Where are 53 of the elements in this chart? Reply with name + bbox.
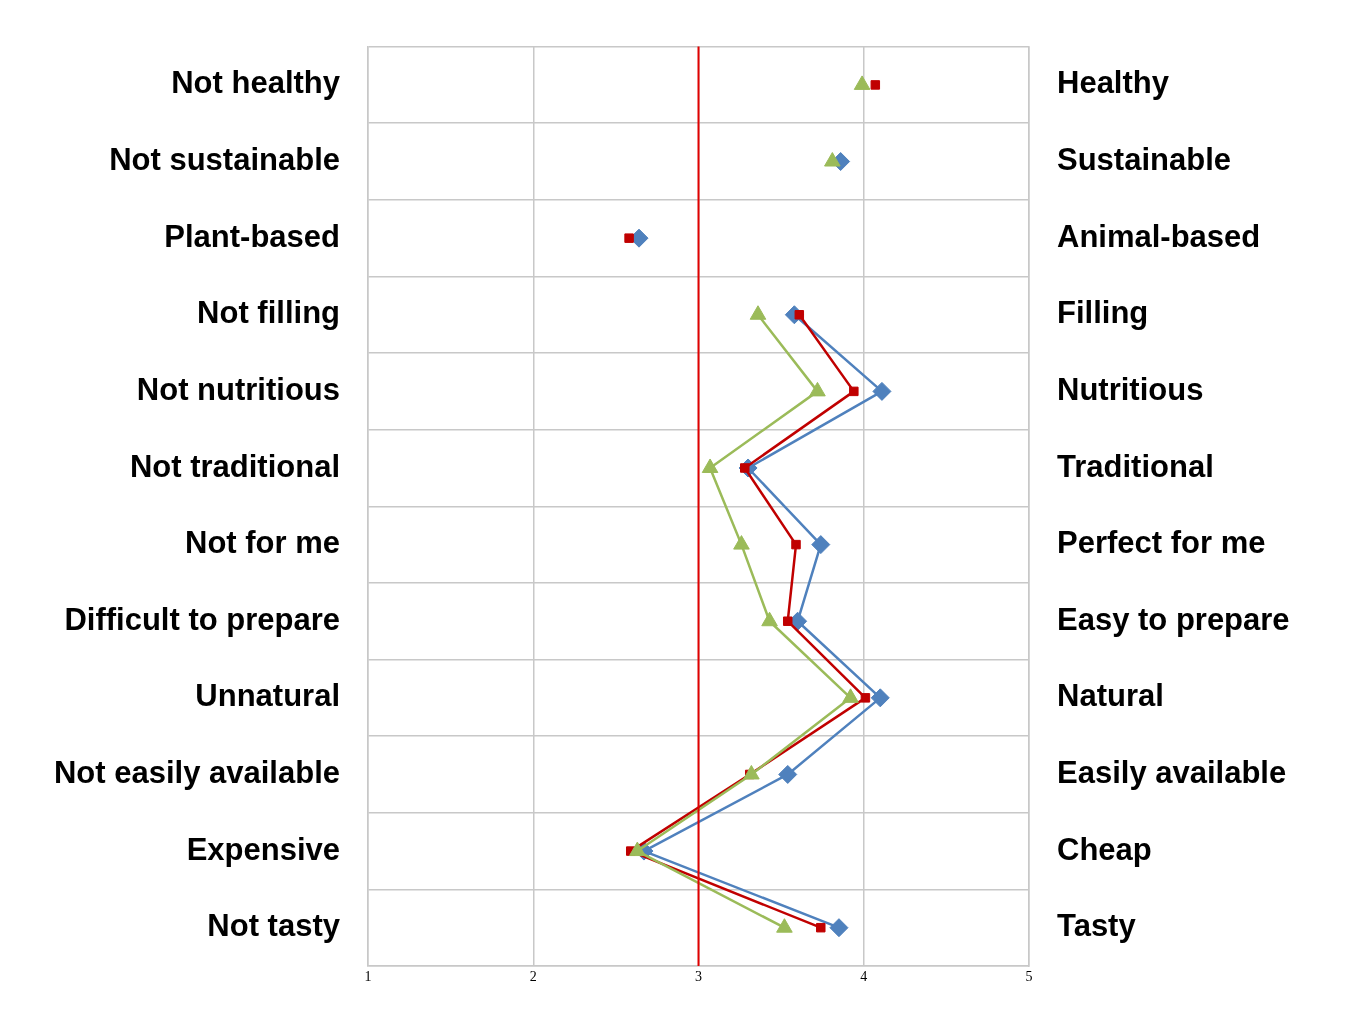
y2-tick-label: Easy to prepare: [1057, 601, 1290, 637]
point: [870, 688, 890, 708]
point: [733, 535, 750, 550]
point: [791, 539, 801, 550]
y2-tick-label: Filling: [1057, 295, 1149, 331]
point: [870, 80, 881, 90]
y2-tick-label: Healthy: [1057, 65, 1170, 101]
y2-tick-label: Sustainable: [1057, 142, 1231, 178]
point: [809, 381, 826, 397]
point: [842, 688, 859, 703]
y-tick-label: Difficult to prepare: [64, 601, 340, 637]
point: [701, 458, 719, 473]
point: [778, 764, 798, 784]
point: [860, 693, 871, 703]
point: [811, 535, 831, 555]
y-tick-label: Not healthy: [171, 65, 341, 101]
y-tick-label: Plant-based: [164, 218, 340, 254]
y-tick-label: Expensive: [186, 831, 340, 867]
point: [794, 310, 805, 320]
y2-tick-label: Natural: [1057, 678, 1164, 714]
y-tick-label: Unnatural: [195, 678, 340, 714]
point: [782, 616, 793, 626]
x-tick-label: 1: [364, 969, 372, 985]
point: [853, 75, 871, 90]
y-tick-label: Not for me: [185, 525, 340, 561]
y-tick-label: Not nutritious: [136, 371, 340, 407]
y2-tick-label: Animal-based: [1057, 218, 1261, 254]
x-tick-label: 5: [1025, 969, 1033, 985]
y-tick-label: Not easily available: [53, 755, 340, 791]
y2-tick-label: Traditional: [1057, 448, 1214, 484]
point: [743, 764, 760, 780]
point: [629, 841, 646, 857]
y-tick-label: Not sustainable: [109, 142, 340, 178]
y-tick-label: Not tasty: [207, 908, 341, 944]
x-tick-label: 4: [860, 969, 868, 985]
x-tick-label: 3: [695, 969, 702, 985]
y-tick-label: Not traditional: [129, 448, 340, 484]
point: [816, 922, 826, 933]
point: [761, 611, 778, 627]
y-tick-label: Not filling: [197, 295, 340, 331]
point: [749, 305, 767, 320]
y2-tick-label: Perfect for me: [1057, 525, 1266, 561]
point: [824, 152, 841, 167]
x-tick-label: 2: [529, 969, 537, 985]
y2-tick-label: Cheap: [1057, 831, 1152, 867]
point: [829, 918, 849, 938]
y2-tick-label: Easily available: [1057, 755, 1287, 791]
y2-tick-label: Tasty: [1057, 908, 1137, 944]
y2-tick-label: Nutritious: [1057, 371, 1204, 407]
point: [624, 233, 634, 243]
point: [776, 918, 793, 933]
point: [872, 381, 892, 401]
point: [849, 386, 859, 397]
